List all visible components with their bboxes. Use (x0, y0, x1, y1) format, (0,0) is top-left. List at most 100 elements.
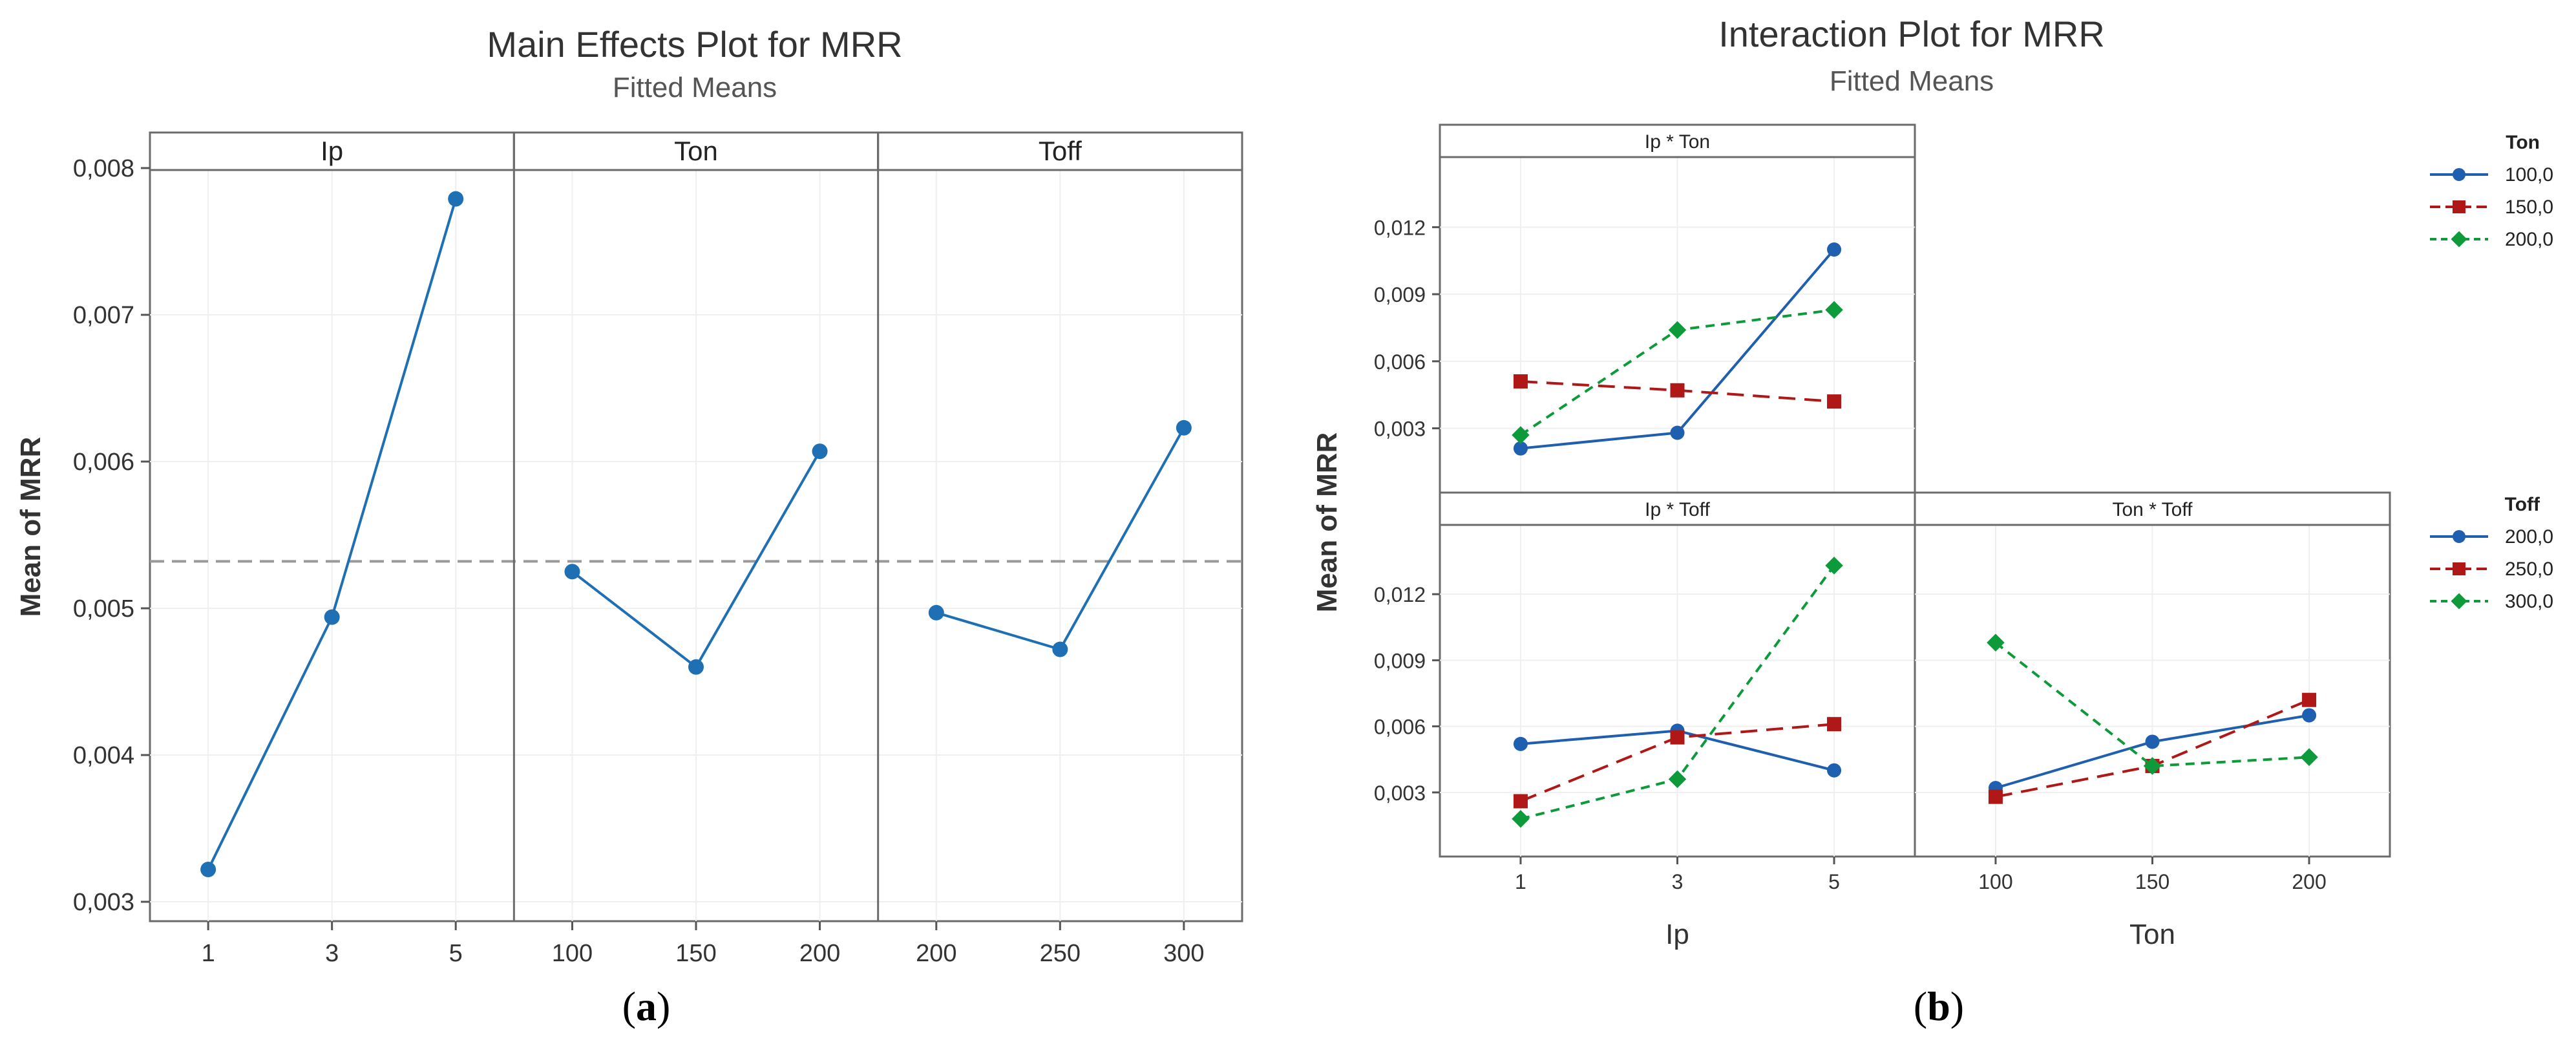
y-tick-label: 0,004 (73, 742, 134, 769)
legend-label: 100,0 (2505, 164, 2553, 186)
data-point (1052, 641, 1068, 657)
y-tick-label: 0,012 (1374, 583, 1426, 606)
x-axis-label-ip: Ip (1665, 919, 1689, 950)
data-point (2302, 708, 2317, 723)
legend-ton: Ton 100,0 150,0 200,0 (2430, 132, 2553, 250)
y-tick-label: 0,005 (73, 595, 134, 623)
data-point (1513, 374, 1528, 389)
x-tick-label: 200 (2292, 870, 2326, 893)
data-point (1987, 634, 2005, 652)
legend-marker (2453, 562, 2465, 575)
y-tick-label: 0,009 (1374, 283, 1426, 306)
x-tick-label: 100 (1978, 870, 2012, 893)
legend-marker (2451, 593, 2467, 610)
panel-strip (1439, 123, 1916, 158)
interaction-subtitle: Fitted Means (1830, 65, 1994, 97)
legend-label: 150,0 (2505, 197, 2553, 218)
x-tick-label: 3 (325, 940, 339, 967)
x-tick-label: 1 (202, 940, 215, 967)
data-point (200, 862, 216, 878)
data-point (1513, 736, 1528, 751)
interaction-panel-0: 0,003 0,006 0,009 0,012 Ip * Ton (1374, 123, 1916, 495)
x-axis-label-ton: Ton (2129, 919, 2175, 950)
strip-label: Toff (1039, 136, 1082, 166)
legend-marker (2453, 168, 2465, 181)
legend-marker (2451, 231, 2467, 248)
data-point (1670, 425, 1685, 440)
data-point (1670, 730, 1685, 745)
panel-strip (1439, 491, 1916, 526)
strip-ip (149, 131, 515, 171)
data-point (1827, 394, 1842, 409)
caption-b: (b) (1914, 983, 1964, 1029)
data-point (1988, 789, 2003, 804)
data-point (2302, 692, 2317, 707)
x-tick-label: 5 (449, 940, 463, 967)
x-tick-label: 3 (1672, 870, 1684, 893)
x-tick-label: 300 (1163, 940, 1204, 967)
x-tick-label: 150 (675, 940, 716, 967)
data-point (928, 604, 944, 621)
data-point (2145, 734, 2160, 749)
legend-label: 300,0 (2505, 591, 2553, 612)
main-effects-chart: Main Effects Plot for MRR Fitted Means I… (15, 24, 1243, 1029)
x-tick-label: 200 (799, 940, 840, 967)
y-tick-label: 0,006 (1374, 350, 1426, 374)
data-point (324, 609, 340, 625)
data-point (1825, 301, 1843, 319)
panel-strip (1914, 491, 2391, 526)
x-tick-label: 5 (1828, 870, 1840, 893)
interaction-panel-1: 0,003 0,006 0,009 0,012 1 3 5 Ip * Toff (1374, 491, 1916, 893)
interaction-chart: Interaction Plot for MRR Fitted Means 0,… (1311, 14, 2553, 1029)
data-point (1827, 242, 1842, 257)
data-point (1668, 770, 1687, 789)
y-tick-label: 0,007 (73, 302, 134, 329)
main-effects-strips: Ip Ton Toff (149, 131, 1243, 921)
main-effects-series (200, 191, 1192, 878)
data-point (1176, 420, 1192, 436)
series-line (1994, 641, 2310, 767)
strip-label: Ip (321, 136, 343, 166)
data-point (1827, 717, 1842, 732)
y-tick-label: 0,009 (1374, 649, 1426, 672)
data-point (1668, 321, 1687, 339)
x-tick-label: 1 (1515, 870, 1526, 893)
interaction-panel-2: 100 150 200 Ton * Toff (1914, 491, 2391, 893)
panel-strip-label: Ip * Ton (1645, 131, 1710, 153)
legend-marker (2453, 530, 2465, 543)
data-point (2143, 757, 2162, 775)
data-point (1670, 383, 1685, 398)
legend-toff: Toff 200,0 250,0 300,0 (2430, 494, 2553, 612)
legend-title: Ton (2506, 132, 2540, 153)
y-tick-label: 0,006 (1374, 716, 1426, 739)
y-tick-label: 0,012 (1374, 216, 1426, 239)
main-effects-y-label: Mean of MRR (15, 437, 47, 617)
legend-marker (2453, 200, 2465, 213)
data-point (564, 564, 580, 580)
x-tick-label: 150 (2135, 870, 2170, 893)
y-tick-label: 0,003 (1374, 782, 1426, 805)
legend-label: 250,0 (2505, 559, 2553, 580)
interaction-title: Interaction Plot for MRR (1718, 14, 2105, 54)
panel-strip-label: Ip * Toff (1645, 499, 1710, 520)
panel-strip-label: Ton * Toff (2113, 499, 2193, 520)
x-tick-label: 100 (552, 940, 593, 967)
data-point (1513, 441, 1528, 456)
y-tick-label: 0,003 (73, 889, 134, 916)
interaction-y-label: Mean of MRR (1311, 432, 1343, 613)
main-effects-subtitle: Fitted Means (613, 72, 777, 103)
main-effects-y-ticks: 0,003 0,004 0,005 0,006 0,007 0,008 (73, 155, 150, 916)
interaction-panels: 0,003 0,006 0,009 0,012 Ip * Ton 0,003 0,006 0,… (1374, 123, 2391, 893)
legend-title: Toff (2505, 494, 2540, 515)
y-tick-label: 0,006 (73, 449, 134, 476)
y-tick-label: 0,008 (73, 155, 134, 182)
caption-a: (a) (622, 983, 671, 1029)
data-point (812, 443, 828, 460)
main-effects-title: Main Effects Plot for MRR (487, 24, 902, 65)
x-tick-label: 250 (1040, 940, 1081, 967)
x-tick-label: 200 (916, 940, 956, 967)
data-point (1825, 557, 1843, 575)
data-point (1512, 426, 1530, 444)
interaction-x-labels: Ip Ton (1665, 919, 2175, 950)
